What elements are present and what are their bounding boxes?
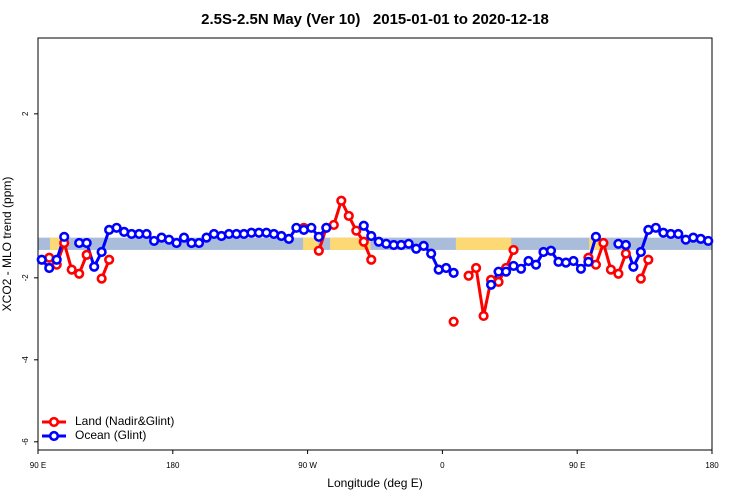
point xyxy=(500,266,512,277)
y-axis-title: XCO2 - MLO trend (ppm) xyxy=(0,177,14,312)
point xyxy=(193,237,205,249)
point xyxy=(81,249,92,260)
point xyxy=(178,232,190,243)
point xyxy=(96,246,107,258)
point xyxy=(358,220,369,231)
point xyxy=(515,263,527,274)
point xyxy=(81,237,92,249)
point xyxy=(59,231,70,242)
point xyxy=(478,310,489,322)
point xyxy=(448,267,459,279)
point xyxy=(351,225,362,236)
legend-marker xyxy=(48,416,60,428)
point xyxy=(620,248,631,259)
point xyxy=(313,245,324,256)
point xyxy=(471,262,482,274)
point xyxy=(485,279,497,290)
point xyxy=(523,255,534,267)
point xyxy=(141,228,152,240)
point xyxy=(74,268,85,279)
point xyxy=(463,270,474,281)
point xyxy=(628,261,639,272)
point xyxy=(643,254,654,265)
x-tick-label: 90 E xyxy=(569,461,585,470)
x-tick-label: 90 W xyxy=(298,461,317,470)
point xyxy=(403,238,414,249)
point xyxy=(111,222,122,233)
point xyxy=(598,237,609,249)
x-tick-label: 180 xyxy=(705,461,719,470)
point xyxy=(448,316,459,327)
point xyxy=(605,264,617,275)
x-tick-label: 0 xyxy=(440,461,445,470)
point xyxy=(620,239,631,251)
point xyxy=(336,195,347,206)
legend-marker xyxy=(48,430,60,442)
point xyxy=(366,254,377,265)
point xyxy=(306,222,317,233)
point xyxy=(313,231,324,242)
x-tick-label: 90 E xyxy=(30,461,46,470)
legend-label: Land (Nadir&Glint) xyxy=(75,414,174,428)
band-highlight xyxy=(303,237,319,250)
y-tick-label: -4 xyxy=(21,356,30,364)
point xyxy=(673,228,684,240)
point xyxy=(104,254,115,265)
y-tick-label: -2 xyxy=(21,274,30,282)
y-tick-label: -6 xyxy=(21,438,30,446)
point xyxy=(89,261,100,272)
band-highlight xyxy=(455,237,512,250)
point xyxy=(358,236,369,247)
point xyxy=(635,273,646,284)
point xyxy=(321,222,332,233)
point xyxy=(568,255,579,267)
point xyxy=(51,254,62,265)
point xyxy=(44,262,55,274)
x-tick-label: 180 xyxy=(166,461,180,470)
point xyxy=(96,273,107,284)
point xyxy=(703,235,714,247)
point xyxy=(418,240,429,251)
point xyxy=(508,244,519,256)
point xyxy=(613,268,624,279)
y-tick-label: 2 xyxy=(21,111,30,116)
point xyxy=(545,245,557,256)
point xyxy=(441,262,452,274)
point xyxy=(530,259,542,270)
point xyxy=(635,246,646,258)
point xyxy=(343,210,354,222)
point xyxy=(575,263,587,274)
point xyxy=(426,248,437,259)
point xyxy=(283,233,294,244)
point xyxy=(366,230,377,242)
x-axis-title: Longitude (deg E) xyxy=(327,476,422,490)
legend-label: Ocean (Glint) xyxy=(75,428,146,442)
chart-title: 2.5S-2.5N May (Ver 10) 2015-01-01 to 202… xyxy=(201,11,549,28)
point xyxy=(201,232,212,243)
point xyxy=(650,222,661,233)
point xyxy=(590,231,602,242)
point xyxy=(66,264,77,275)
point xyxy=(171,237,182,249)
point xyxy=(583,256,594,267)
point xyxy=(36,254,47,265)
